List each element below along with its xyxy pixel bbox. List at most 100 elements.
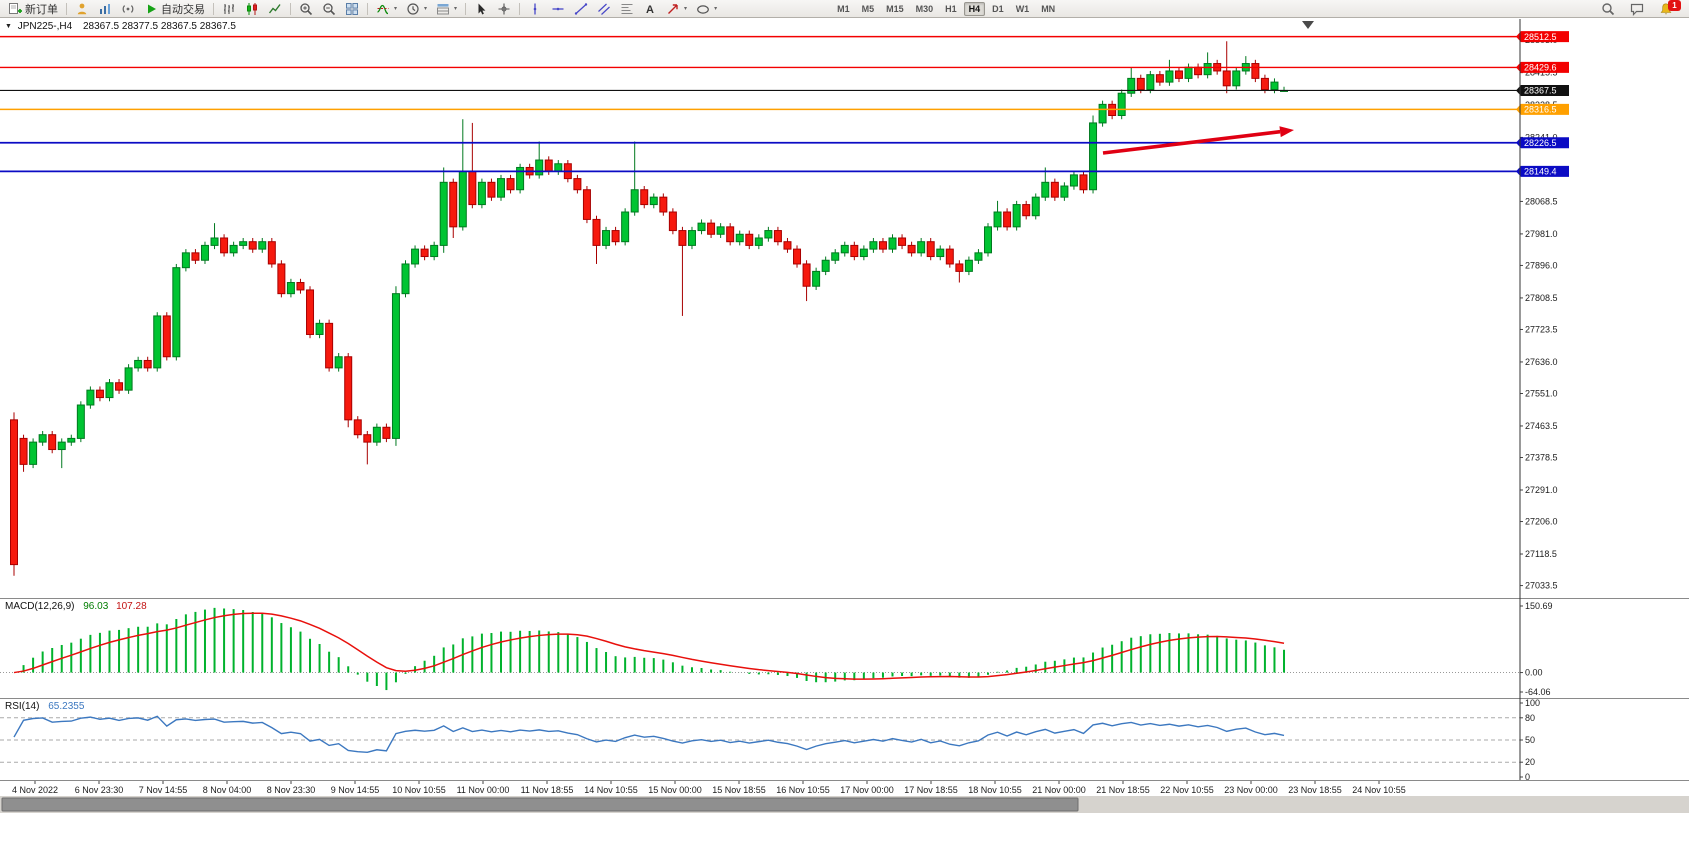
arrows-tool-icon: [666, 2, 680, 16]
chat-button[interactable]: [1626, 1, 1648, 17]
signal-icon: [121, 2, 135, 16]
crosshair-icon: [497, 2, 511, 16]
vertical-line-button[interactable]: [524, 1, 546, 17]
timeframe-m15-button[interactable]: M15: [881, 2, 909, 16]
arrows-tool-button[interactable]: ▾: [662, 1, 691, 17]
svg-text:27463.5: 27463.5: [1525, 421, 1558, 431]
macd-main-value: 96.03: [83, 601, 109, 612]
macd-indicator-label: MACD(12,26,9) 96.03 107.28: [5, 601, 147, 612]
toolbar-separator: [367, 2, 368, 15]
caret-down-icon: ▾: [394, 6, 398, 12]
play-icon: [144, 2, 158, 16]
svg-text:28068.5: 28068.5: [1525, 196, 1558, 206]
crosshair-button[interactable]: [493, 1, 515, 17]
profile-button[interactable]: [71, 1, 93, 17]
svg-text:24 Nov 10:55: 24 Nov 10:55: [1352, 785, 1406, 795]
cursor-button[interactable]: [470, 1, 492, 17]
svg-text:A: A: [646, 4, 654, 16]
search-button[interactable]: [1597, 1, 1619, 17]
panel-frames: [0, 19, 1689, 781]
horizontal-line-button[interactable]: [547, 1, 569, 17]
svg-text:20: 20: [1525, 757, 1535, 767]
svg-text:0: 0: [1525, 772, 1530, 782]
zoom-out-icon: [322, 2, 336, 16]
tile-icon: [345, 2, 359, 16]
scrollbar-thumb[interactable]: [1, 797, 1079, 812]
timeframe-h1-button[interactable]: H1: [940, 2, 962, 16]
caret-down-icon: ▾: [454, 6, 458, 12]
toolbar-right-group: 1: [1597, 0, 1685, 17]
chart-ohlc-values: 28367.5 28377.5 28367.5 28367.5: [82, 21, 236, 32]
fibo-icon: [620, 2, 634, 16]
tile-windows-button[interactable]: [341, 1, 363, 17]
svg-text:27033.5: 27033.5: [1525, 581, 1558, 591]
candles-icon: [245, 2, 259, 16]
timeframe-d1-button[interactable]: D1: [987, 2, 1009, 16]
svg-text:80: 80: [1525, 713, 1535, 723]
fibonacci-button[interactable]: [616, 1, 638, 17]
line-chart-button[interactable]: [264, 1, 286, 17]
notifications-button[interactable]: 1: [1655, 0, 1681, 17]
new-order-button-label: 新订单: [25, 3, 58, 16]
timeframe-m1-button[interactable]: M1: [832, 2, 855, 16]
svg-text:15 Nov 18:55: 15 Nov 18:55: [712, 785, 766, 795]
shapes-button[interactable]: ▾: [692, 1, 721, 17]
market-watch-button[interactable]: [94, 1, 116, 17]
caret-down-icon: ▾: [684, 6, 688, 12]
profile-icon: [75, 2, 89, 16]
candle-chart-button[interactable]: [241, 1, 263, 17]
rsi-panel: 100 80 50 20 0: [0, 698, 1540, 782]
zoom-out-button[interactable]: [318, 1, 340, 17]
svg-text:15 Nov 00:00: 15 Nov 00:00: [648, 785, 702, 795]
periods-button[interactable]: ▾: [402, 1, 431, 17]
bars-chart-icon: [222, 2, 236, 16]
cursor-icon: [474, 2, 488, 16]
price-tag-28226.5: [1516, 137, 1569, 149]
timeframe-mn-button[interactable]: MN: [1036, 2, 1060, 16]
toolbar-separator: [213, 2, 214, 15]
macd-panel: 150.69 0.00 -64.06: [0, 601, 1553, 697]
horizontal-line-objects[interactable]: [0, 35, 1520, 173]
templates-button[interactable]: ▾: [432, 1, 461, 17]
auto-trading-button-label: 自动交易: [161, 3, 205, 16]
text-tool-button[interactable]: A: [639, 1, 661, 17]
svg-text:150.69: 150.69: [1525, 601, 1553, 611]
timeframe-h4-button[interactable]: H4: [963, 1, 986, 16]
rsi-value: 65.2355: [48, 701, 85, 712]
trendline-button[interactable]: [570, 1, 592, 17]
indicators-button[interactable]: ▾: [372, 1, 401, 17]
text-icon: A: [643, 2, 657, 16]
auto-trading-button[interactable]: 自动交易: [140, 1, 209, 17]
indicators-icon: [376, 2, 390, 16]
svg-text:17 Nov 00:00: 17 Nov 00:00: [840, 785, 894, 795]
price-chart-canvas[interactable]: 28503.028415.528328.528241.028153.528068…: [0, 19, 1689, 813]
svg-text:100: 100: [1525, 698, 1540, 708]
new-order-button[interactable]: 新订单: [4, 1, 62, 17]
timeframe-m30-button[interactable]: M30: [911, 2, 939, 16]
trend-arrow-annotation[interactable]: [1102, 126, 1294, 155]
line-chart-icon: [268, 2, 282, 16]
signals-button[interactable]: [117, 1, 139, 17]
chart-symbol-period: JPN225-,H4: [17, 21, 73, 32]
price-tag-28367.5: [1516, 84, 1569, 96]
chart-title: ▼ JPN225-,H4 28367.5 28377.5 28367.5 283…: [5, 21, 236, 32]
chart-shift-marker[interactable]: [1302, 21, 1314, 29]
timeframe-w1-button[interactable]: W1: [1011, 2, 1035, 16]
zoom-in-button[interactable]: [295, 1, 317, 17]
channel-icon: [597, 2, 611, 16]
timeframe-m5-button[interactable]: M5: [857, 2, 880, 16]
svg-text:10 Nov 10:55: 10 Nov 10:55: [392, 785, 446, 795]
price-scale[interactable]: 28503.028415.528328.528241.028153.528068…: [1520, 35, 1558, 591]
channel-button[interactable]: [593, 1, 615, 17]
horizontal-scrollbar[interactable]: [0, 796, 1689, 813]
svg-text:28226.5: 28226.5: [1524, 138, 1557, 148]
time-scale[interactable]: 4 Nov 2022 6 Nov 23:30 7 Nov 14:55 8 Nov 04…: [12, 781, 1406, 795]
trendline-icon: [574, 2, 588, 16]
periods-icon: [406, 2, 420, 16]
price-badges: 28512.5 28429.6 28367.5 28316.5 28226.5 28149…: [1516, 31, 1569, 177]
svg-text:23 Nov 00:00: 23 Nov 00:00: [1224, 785, 1278, 795]
bar-chart-button[interactable]: [218, 1, 240, 17]
chart-menu-icon[interactable]: ▼: [5, 23, 12, 30]
rsi-name: RSI(14): [5, 701, 40, 712]
